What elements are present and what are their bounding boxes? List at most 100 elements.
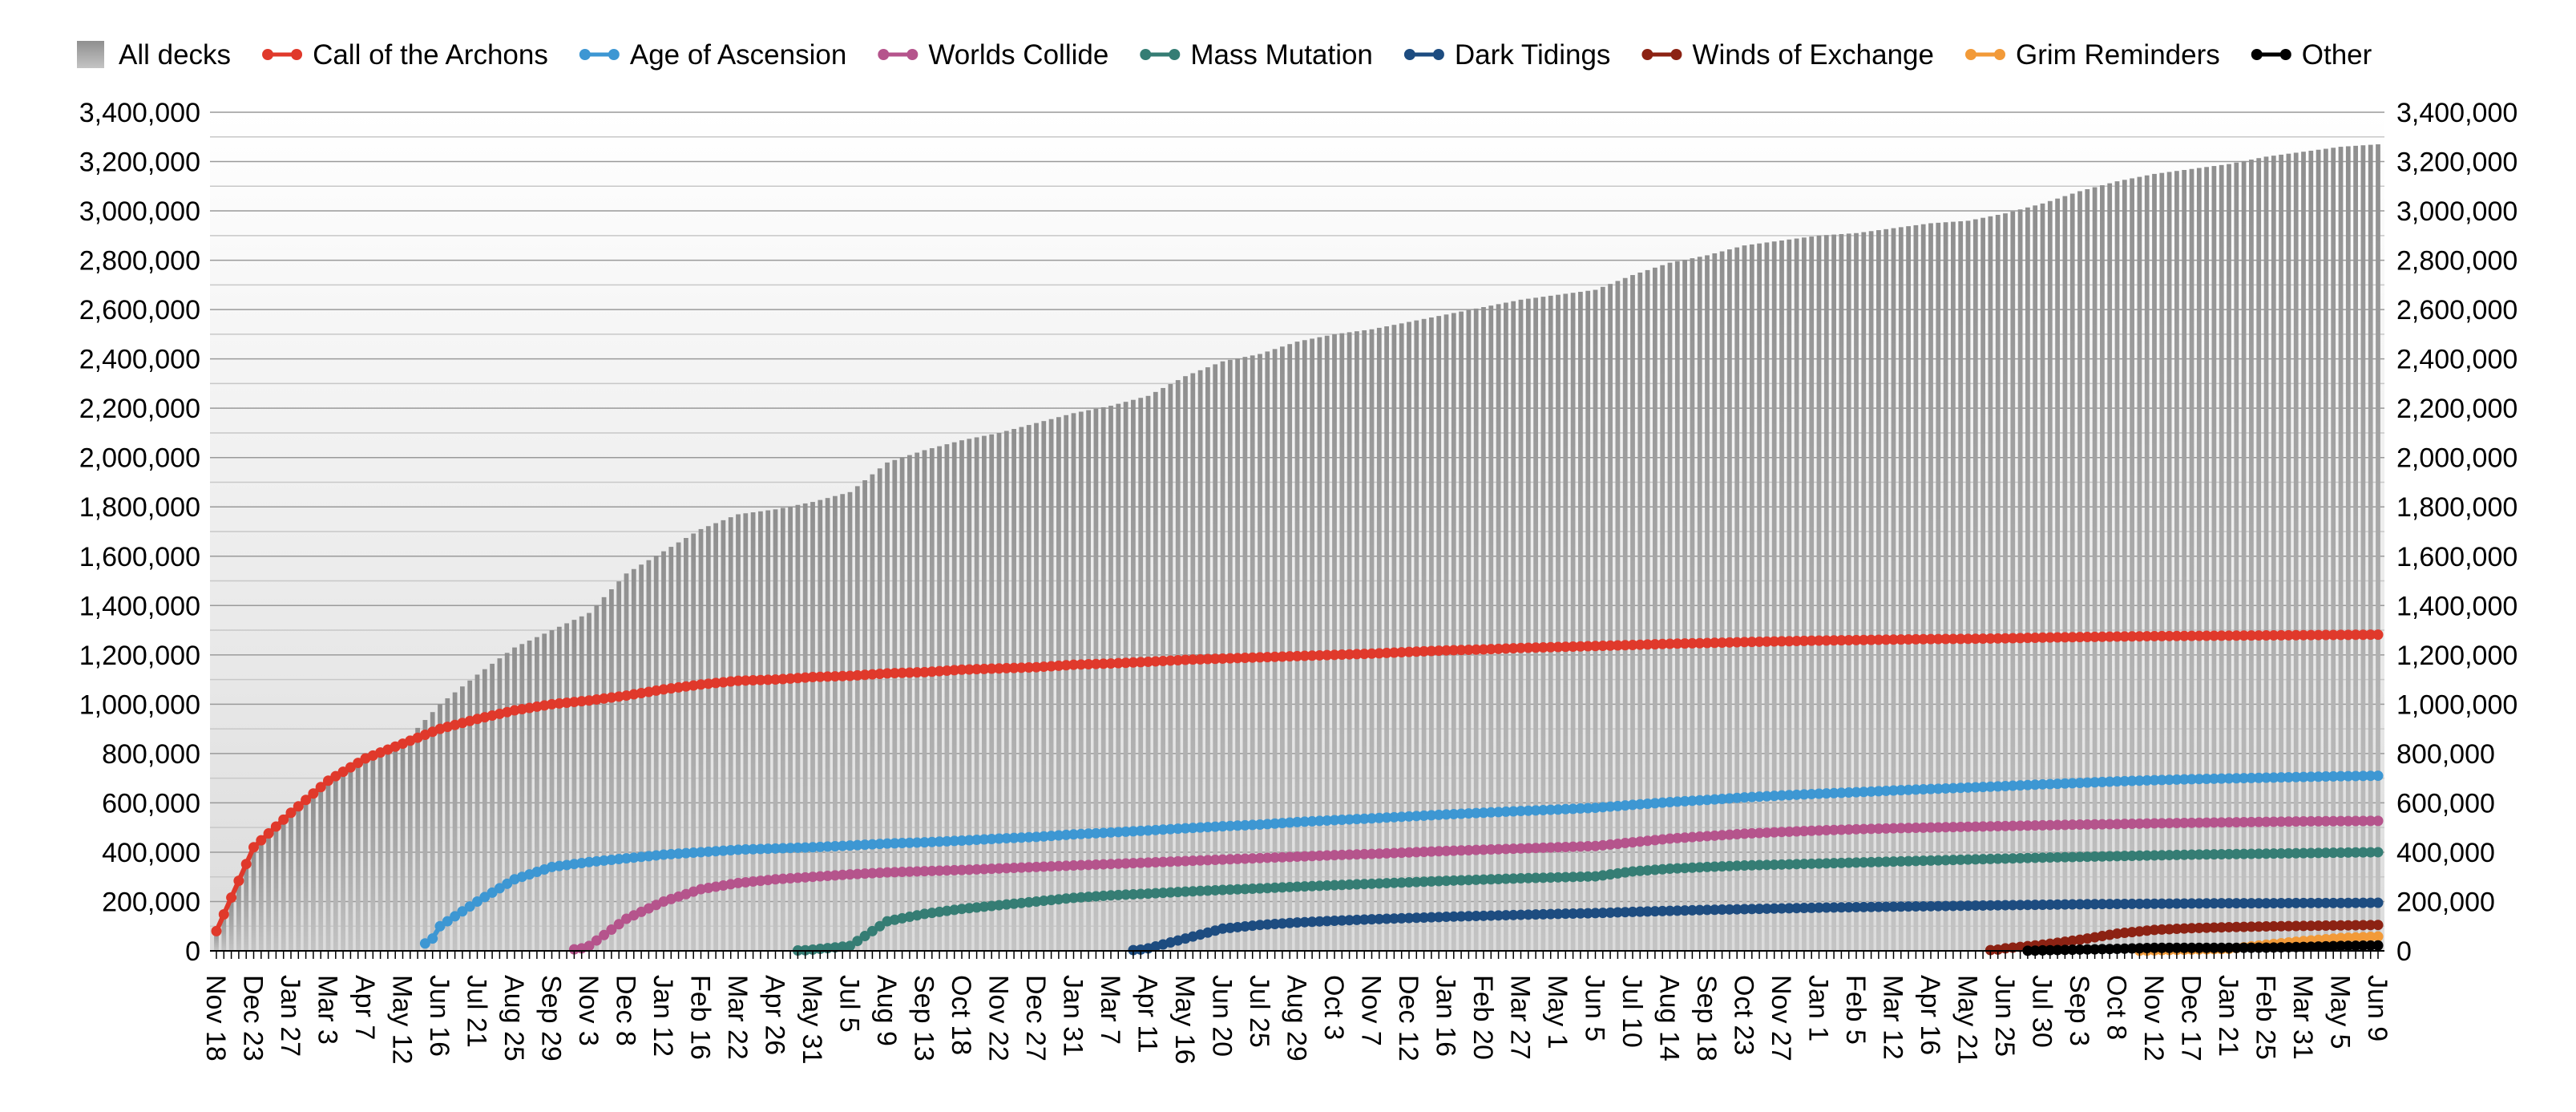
point-call-of-the-archons bbox=[1731, 637, 1742, 648]
point-age-of-ascension bbox=[748, 843, 759, 855]
point-dark-tidings bbox=[2052, 899, 2063, 910]
point-dark-tidings bbox=[1254, 920, 1266, 931]
point-worlds-collide bbox=[1948, 822, 1959, 833]
point-age-of-ascension bbox=[1963, 782, 1973, 793]
point-age-of-ascension bbox=[800, 842, 811, 853]
x-tick-label: Sep 3 bbox=[2064, 975, 2094, 1046]
point-dark-tidings bbox=[1888, 901, 1899, 912]
point-dark-tidings bbox=[1620, 907, 1631, 918]
point-mass-mutation bbox=[2029, 852, 2041, 863]
point-mass-mutation bbox=[2320, 847, 2332, 859]
point-age-of-ascension bbox=[1560, 803, 1571, 815]
point-age-of-ascension bbox=[1552, 804, 1564, 815]
point-age-of-ascension bbox=[1530, 805, 1541, 816]
point-worlds-collide bbox=[837, 869, 848, 880]
point-age-of-ascension bbox=[949, 835, 960, 847]
point-worlds-collide bbox=[1903, 823, 1914, 834]
point-mass-mutation bbox=[1977, 854, 1989, 865]
bar-all-decks bbox=[1317, 337, 1322, 952]
point-mass-mutation bbox=[2231, 848, 2242, 859]
point-age-of-ascension bbox=[1493, 807, 1504, 818]
bar-all-decks bbox=[1175, 380, 1181, 951]
point-mass-mutation bbox=[1984, 853, 1996, 864]
point-age-of-ascension bbox=[1388, 811, 1399, 823]
bar-all-decks bbox=[1429, 317, 1434, 951]
point-dark-tidings bbox=[1754, 904, 1765, 915]
point-mass-mutation bbox=[1835, 857, 1847, 868]
point-dark-tidings bbox=[2239, 898, 2250, 909]
point-dark-tidings bbox=[1329, 915, 1340, 926]
point-winds-of-exchange bbox=[2164, 924, 2175, 935]
point-mass-mutation bbox=[2089, 851, 2101, 862]
x-tick-label: Nov 12 bbox=[2138, 975, 2169, 1061]
bar-all-decks bbox=[1965, 220, 1971, 951]
point-age-of-ascension bbox=[442, 916, 453, 927]
y-tick-label-right: 3,400,000 bbox=[2396, 98, 2517, 128]
point-other bbox=[2074, 944, 2085, 955]
y-tick-label-right: 2,800,000 bbox=[2396, 246, 2517, 277]
bar-all-decks bbox=[1622, 277, 1628, 951]
bar-all-decks bbox=[1071, 413, 1076, 951]
point-mass-mutation bbox=[1105, 890, 1116, 901]
bar-all-decks bbox=[1287, 344, 1293, 951]
bar-all-decks bbox=[2122, 180, 2127, 951]
point-age-of-ascension bbox=[1605, 801, 1616, 812]
point-dark-tidings bbox=[1299, 916, 1310, 928]
point-dark-tidings bbox=[1336, 915, 1347, 926]
point-worlds-collide bbox=[2134, 818, 2145, 829]
point-mass-mutation bbox=[2275, 848, 2287, 859]
bar-all-decks bbox=[370, 755, 376, 951]
point-age-of-ascension bbox=[919, 837, 930, 848]
bar-all-decks bbox=[2308, 150, 2314, 952]
bar-all-decks bbox=[1548, 295, 1553, 951]
point-call-of-the-archons bbox=[1038, 661, 1049, 673]
point-mass-mutation bbox=[859, 931, 870, 942]
point-age-of-ascension bbox=[2142, 774, 2153, 786]
x-tick-label: Jan 16 bbox=[1431, 975, 1461, 1057]
bar-all-decks bbox=[236, 884, 241, 951]
point-call-of-the-archons bbox=[2246, 630, 2257, 641]
x-tick-label: Aug 29 bbox=[1282, 975, 1312, 1061]
point-age-of-ascension bbox=[1225, 820, 1236, 831]
point-dark-tidings bbox=[2059, 899, 2070, 910]
point-worlds-collide bbox=[1500, 843, 1512, 855]
point-other bbox=[2059, 944, 2070, 956]
bar-all-decks bbox=[1719, 251, 1725, 951]
bar-all-decks bbox=[1391, 325, 1397, 951]
y-tick-label-left: 2,400,000 bbox=[79, 345, 200, 375]
point-mass-mutation bbox=[1993, 853, 2004, 864]
bar-all-decks bbox=[1593, 289, 1598, 952]
legend-marker-age-of-ascension bbox=[579, 49, 591, 60]
point-worlds-collide bbox=[1858, 823, 1869, 835]
bar-all-decks bbox=[773, 509, 778, 951]
bar-all-decks bbox=[527, 640, 532, 951]
point-dark-tidings bbox=[1262, 919, 1273, 930]
point-mass-mutation bbox=[1724, 860, 1735, 871]
point-mass-mutation bbox=[1314, 880, 1325, 892]
point-other bbox=[2291, 941, 2302, 952]
bar-all-decks bbox=[549, 630, 555, 951]
point-worlds-collide bbox=[1896, 823, 1907, 834]
point-mass-mutation bbox=[1090, 891, 1101, 902]
point-mass-mutation bbox=[1433, 875, 1444, 887]
x-tick-label: Oct 23 bbox=[1729, 975, 1759, 1055]
point-mass-mutation bbox=[1739, 860, 1750, 871]
bar-all-decks bbox=[989, 434, 995, 951]
point-dark-tidings bbox=[2283, 897, 2294, 908]
point-call-of-the-archons bbox=[1403, 646, 1415, 657]
point-worlds-collide bbox=[1024, 862, 1035, 873]
legend-label-grim-reminders: Grim Reminders bbox=[2016, 39, 2220, 71]
point-age-of-ascension bbox=[986, 834, 997, 845]
point-winds-of-exchange bbox=[2261, 921, 2271, 932]
point-mass-mutation bbox=[1500, 873, 1512, 884]
point-call-of-the-archons bbox=[1963, 633, 1973, 645]
point-worlds-collide bbox=[1835, 824, 1847, 835]
bar-all-decks bbox=[2092, 187, 2098, 951]
point-age-of-ascension bbox=[1202, 822, 1213, 833]
y-tick-label-left: 1,000,000 bbox=[79, 689, 200, 720]
point-age-of-ascension bbox=[852, 839, 863, 851]
bar-all-decks bbox=[1667, 262, 1673, 952]
point-mass-mutation bbox=[1791, 859, 1803, 870]
point-dark-tidings bbox=[2343, 897, 2354, 908]
y-tick-label-right: 3,200,000 bbox=[2396, 148, 2517, 178]
